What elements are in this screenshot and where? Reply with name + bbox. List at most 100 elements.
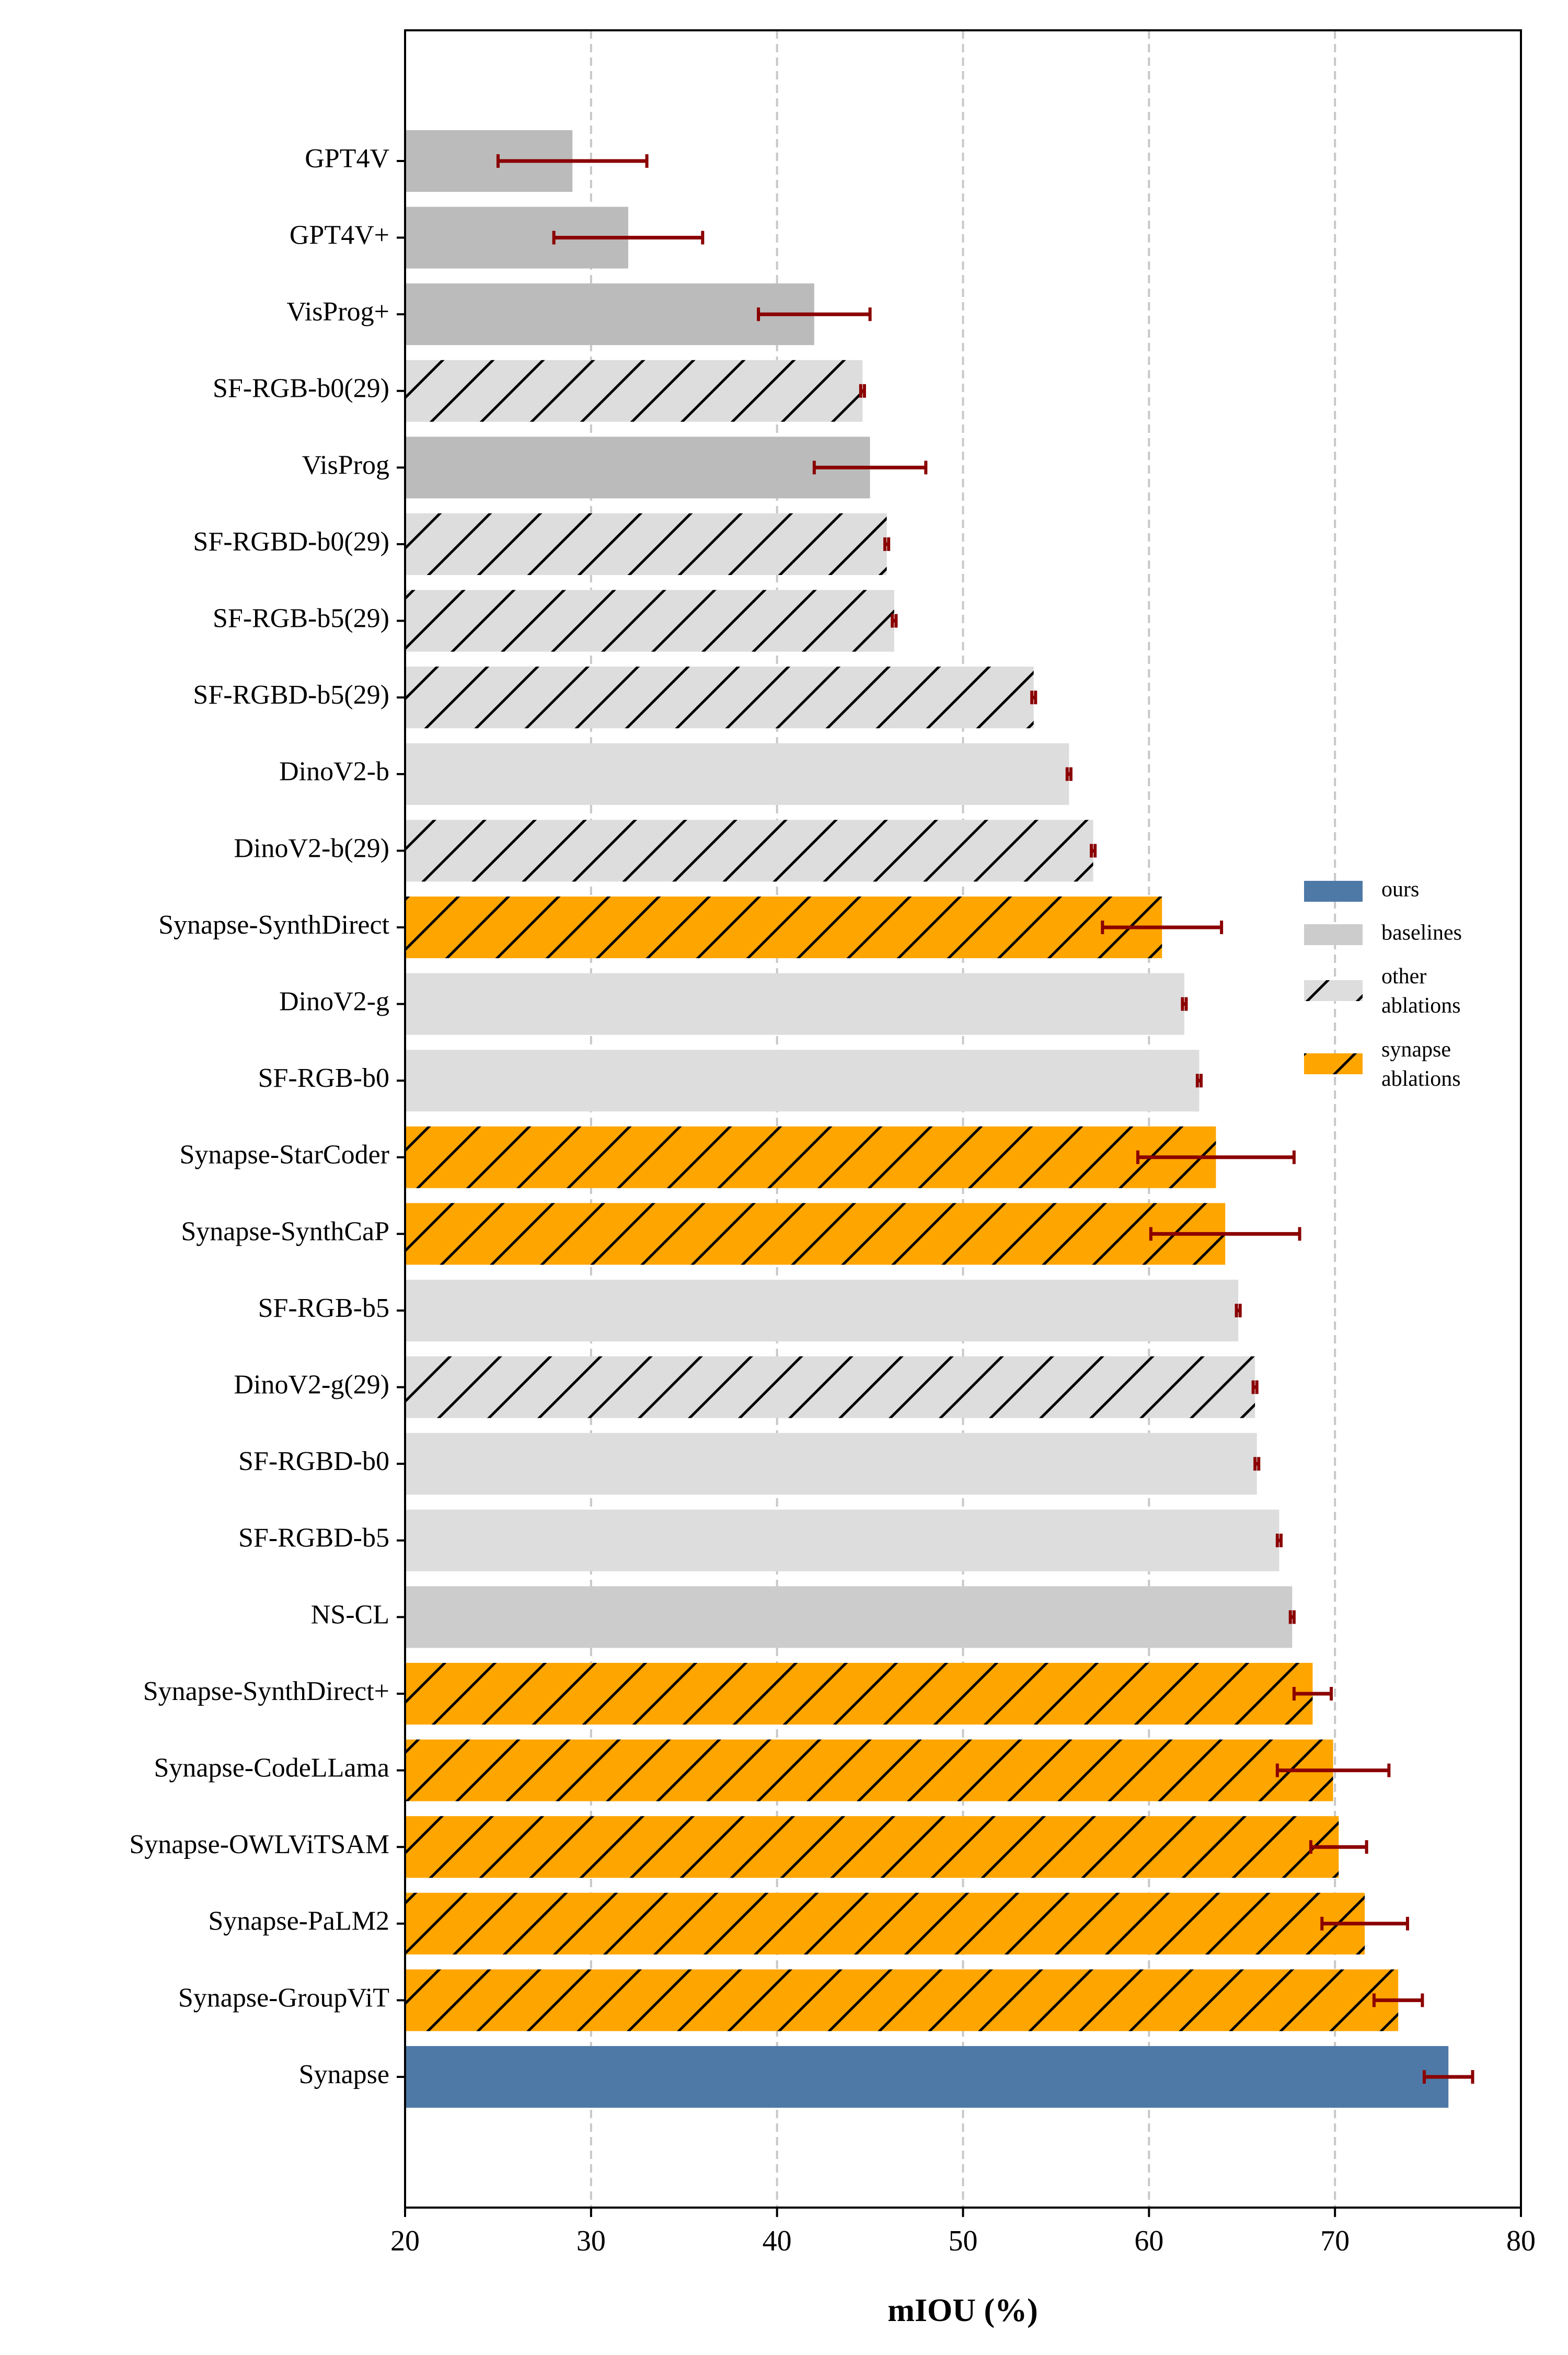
error-bar bbox=[1030, 691, 1037, 705]
error-bar bbox=[1422, 2070, 1474, 2084]
bar bbox=[405, 667, 1034, 729]
category-label: SF-RGBD-b5 bbox=[238, 1523, 389, 1553]
bar bbox=[405, 1509, 1279, 1571]
category-label: Synapse-StarCoder bbox=[180, 1140, 389, 1170]
x-tick-label: 70 bbox=[1320, 2225, 1350, 2257]
bar bbox=[405, 897, 1162, 958]
category-label: SF-RGB-b0 bbox=[258, 1063, 389, 1093]
bar bbox=[405, 1892, 1365, 1955]
x-axis: 20 30 40 50 60 70 80 bbox=[390, 2208, 1536, 2257]
bar bbox=[405, 1433, 1257, 1495]
bar bbox=[405, 360, 863, 422]
bar bbox=[405, 1356, 1255, 1418]
x-tick-label: 60 bbox=[1134, 2225, 1163, 2257]
legend-item: ours bbox=[1304, 878, 1419, 902]
bars bbox=[405, 130, 1449, 2108]
category-label: SF-RGBD-b0 bbox=[238, 1446, 389, 1476]
legend-label: synapse ablations bbox=[1381, 1038, 1461, 1091]
legend-swatch bbox=[1304, 924, 1363, 945]
bar bbox=[405, 590, 894, 652]
legend-swatch bbox=[1304, 881, 1363, 902]
bar bbox=[405, 2046, 1449, 2108]
category-label: Synapse-OWLViTSAM bbox=[129, 1830, 389, 1859]
x-tick-label: 20 bbox=[390, 2225, 420, 2257]
bar bbox=[405, 513, 887, 575]
x-axis-title: mIOU (%) bbox=[887, 2293, 1038, 2328]
error-bar bbox=[859, 384, 866, 398]
error-bar bbox=[1288, 1610, 1296, 1624]
category-label: VisProg+ bbox=[286, 297, 389, 327]
category-label: Synapse-SynthCaP bbox=[181, 1216, 389, 1246]
error-bar bbox=[1292, 1687, 1333, 1701]
error-bar bbox=[552, 231, 705, 245]
x-tick-label: 80 bbox=[1506, 2225, 1536, 2257]
legend-item: baselines bbox=[1304, 921, 1462, 945]
bar bbox=[405, 1280, 1239, 1341]
bar bbox=[405, 1050, 1200, 1112]
error-bar bbox=[1372, 1993, 1424, 2007]
category-label: SF-RGB-b0(29) bbox=[213, 374, 389, 404]
error-bar bbox=[1235, 1304, 1242, 1317]
category-label: GPT4V+ bbox=[290, 221, 389, 250]
bar bbox=[405, 1126, 1216, 1188]
category-label: Synapse bbox=[299, 2060, 389, 2089]
bar bbox=[405, 1663, 1313, 1725]
category-label: DinoV2-b bbox=[279, 757, 389, 787]
category-label: Synapse-GroupViT bbox=[178, 1983, 389, 2013]
error-bar bbox=[891, 614, 898, 628]
error-bar bbox=[1149, 1227, 1301, 1241]
error-bar bbox=[496, 154, 649, 168]
error-bar bbox=[812, 461, 928, 475]
legend-label: baselines bbox=[1381, 921, 1462, 945]
legend-item: synapse ablations bbox=[1304, 1038, 1461, 1091]
category-label: GPT4V bbox=[305, 144, 389, 174]
legend: ours baselines other ablations synapse ablati… bbox=[1304, 878, 1462, 1091]
error-bar bbox=[1065, 767, 1073, 781]
y-axis-labels: GPT4V GPT4V+ VisProg+ SF-RGB-b0(29) VisProg S… bbox=[129, 144, 405, 2089]
category-label: Synapse-PaLM2 bbox=[208, 1906, 389, 1936]
legend-item: other ablations bbox=[1304, 964, 1461, 1018]
grid-lines bbox=[590, 30, 1336, 2208]
error-bar bbox=[1090, 844, 1097, 858]
category-label: Synapse-CodeLLama bbox=[154, 1753, 389, 1783]
x-tick-label: 30 bbox=[577, 2225, 606, 2257]
bar bbox=[405, 436, 870, 499]
category-label: SF-RGB-b5(29) bbox=[213, 604, 389, 634]
x-tick-label: 40 bbox=[763, 2225, 792, 2257]
category-label: DinoV2-b(29) bbox=[234, 833, 389, 863]
category-label: Synapse-SynthDirect+ bbox=[143, 1676, 389, 1706]
category-label: SF-RGBD-b0(29) bbox=[193, 527, 389, 557]
bar bbox=[405, 973, 1184, 1035]
legend-swatch bbox=[1304, 980, 1363, 1001]
bar bbox=[405, 743, 1069, 805]
category-label: DinoV2-g(29) bbox=[234, 1370, 389, 1400]
error-bar bbox=[1309, 1840, 1368, 1854]
error-bar bbox=[1181, 997, 1188, 1011]
category-label: VisProg bbox=[302, 450, 389, 480]
error-bar bbox=[1275, 1533, 1283, 1547]
bar bbox=[405, 1203, 1226, 1265]
category-label: DinoV2-g bbox=[279, 987, 389, 1017]
error-bar bbox=[1195, 1074, 1203, 1088]
bar bbox=[405, 1586, 1293, 1648]
error-bar bbox=[1253, 1457, 1261, 1471]
bar bbox=[405, 1969, 1399, 2031]
bar bbox=[405, 1739, 1333, 1801]
category-label: SF-RGBD-b5(29) bbox=[193, 680, 389, 710]
error-bar bbox=[757, 307, 872, 321]
error-bar bbox=[883, 537, 891, 551]
x-tick-label: 50 bbox=[949, 2225, 978, 2257]
category-label: Synapse-SynthDirect bbox=[158, 910, 389, 940]
error-bar bbox=[1275, 1763, 1391, 1777]
legend-swatch bbox=[1304, 1053, 1363, 1074]
category-label: NS-CL bbox=[311, 1600, 389, 1629]
bar bbox=[405, 283, 814, 346]
bar bbox=[405, 1816, 1339, 1878]
bar bbox=[405, 820, 1093, 882]
error-bar bbox=[1136, 1150, 1296, 1164]
error-bars bbox=[496, 154, 1474, 2084]
error-bar bbox=[1251, 1380, 1259, 1394]
legend-label: other ablations bbox=[1381, 964, 1461, 1018]
